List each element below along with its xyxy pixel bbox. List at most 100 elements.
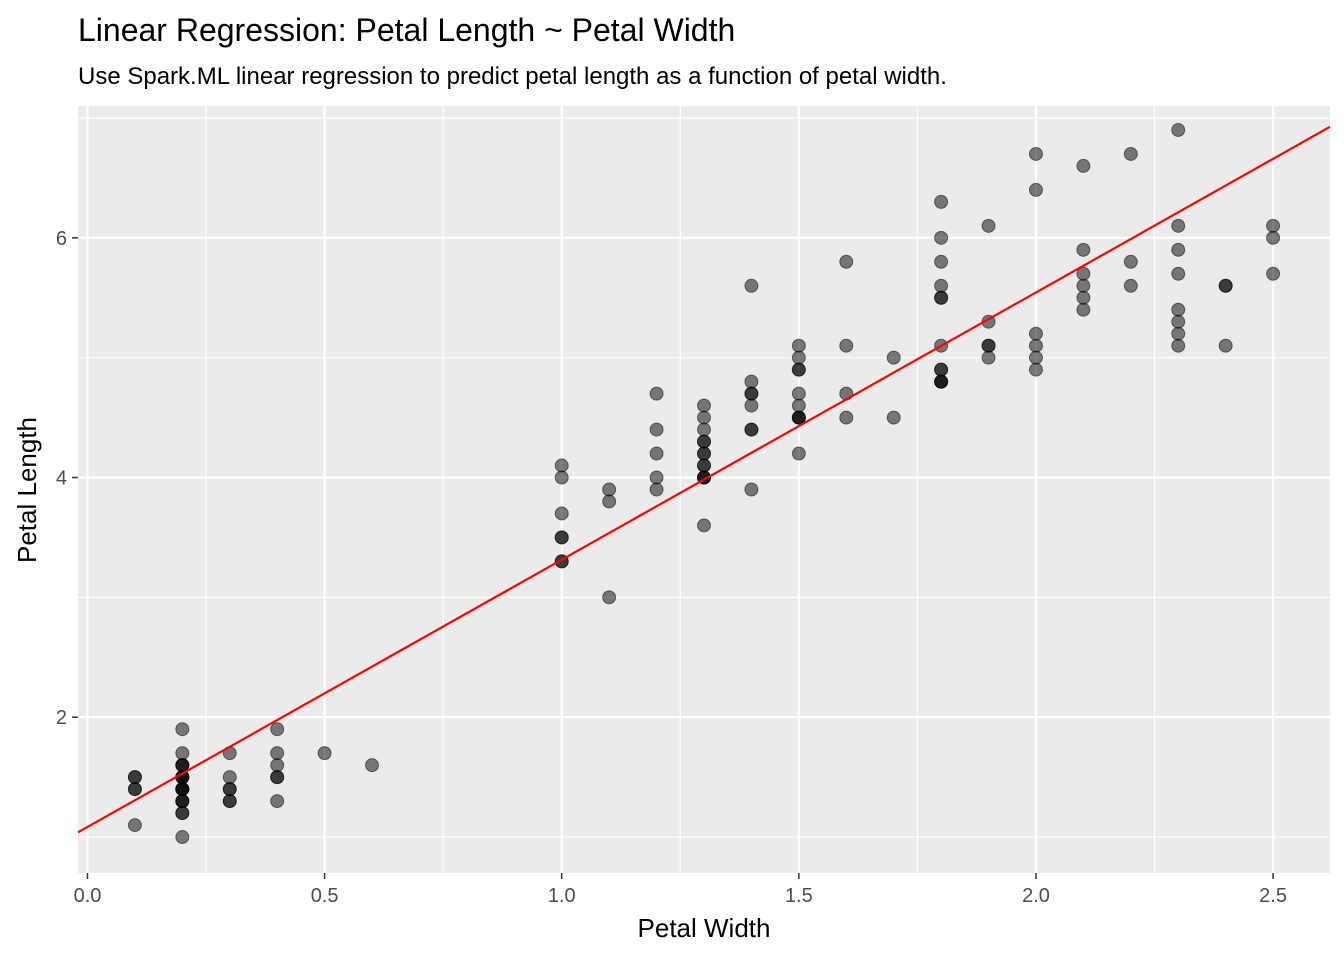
data-point	[934, 254, 949, 269]
data-point	[1123, 146, 1138, 161]
data-point	[365, 758, 380, 773]
data-point	[791, 338, 806, 353]
plot-panel	[78, 106, 1330, 873]
data-point	[934, 362, 949, 377]
data-point	[1076, 302, 1091, 317]
data-point	[554, 458, 569, 473]
data-point	[175, 746, 190, 761]
data-point	[839, 338, 854, 353]
data-point	[317, 746, 332, 761]
data-point	[934, 278, 949, 293]
data-point	[649, 482, 664, 497]
y-tick-label: 2	[56, 707, 67, 729]
data-point	[1171, 314, 1186, 329]
chart-subtitle: Use Spark.ML linear regression to predic…	[78, 63, 947, 90]
y-axis-title: Petal Length	[12, 417, 42, 563]
data-point	[602, 494, 617, 509]
data-point	[1171, 326, 1186, 341]
data-point	[697, 446, 711, 461]
data-point	[981, 338, 996, 353]
data-point	[649, 386, 664, 401]
data-point	[270, 722, 285, 737]
x-tick-label: 0.0	[74, 885, 102, 907]
data-points	[127, 122, 1281, 845]
data-point	[791, 398, 806, 413]
data-point	[270, 758, 285, 773]
data-point	[791, 386, 806, 401]
data-point	[744, 374, 759, 389]
data-point	[934, 194, 949, 209]
data-point	[175, 722, 190, 737]
data-point	[1028, 146, 1043, 161]
chart-title: Linear Regression: Petal Length ~ Petal …	[78, 12, 735, 48]
data-point	[744, 278, 759, 293]
data-point	[127, 782, 142, 797]
x-tick-label: 2.5	[1259, 885, 1287, 907]
data-point	[1171, 122, 1186, 137]
data-point	[697, 434, 711, 449]
data-point	[127, 770, 142, 785]
x-tick-label: 2.0	[1022, 885, 1050, 907]
data-point	[981, 218, 996, 233]
data-point	[981, 350, 996, 365]
data-point	[1123, 278, 1138, 293]
regression-line-group	[77, 125, 1331, 834]
data-point	[744, 422, 759, 437]
data-point	[697, 398, 711, 413]
x-tick-label: 1.5	[785, 885, 813, 907]
data-point	[222, 770, 237, 785]
data-point	[839, 254, 854, 269]
data-point	[791, 410, 806, 425]
data-point	[1028, 350, 1043, 365]
x-tick-label: 1.0	[548, 885, 576, 907]
data-point	[1266, 218, 1281, 233]
y-tick-label: 4	[56, 468, 67, 490]
data-point	[554, 470, 569, 485]
data-point	[1218, 338, 1233, 353]
data-point	[886, 410, 901, 425]
data-point	[744, 386, 759, 401]
data-point	[270, 746, 285, 761]
data-point	[744, 482, 759, 497]
data-point	[697, 422, 711, 437]
data-point	[1266, 230, 1281, 245]
data-point	[602, 482, 617, 497]
data-point	[1171, 218, 1186, 233]
data-point	[175, 830, 190, 845]
data-point	[1218, 278, 1233, 293]
data-point	[1028, 362, 1043, 377]
data-point	[649, 422, 664, 437]
data-point	[1028, 338, 1043, 353]
data-point	[1266, 266, 1281, 281]
data-point	[697, 458, 711, 473]
data-point	[222, 782, 237, 797]
data-point	[934, 290, 949, 305]
data-point	[744, 398, 759, 413]
data-point	[791, 446, 806, 461]
x-tick-label: 0.5	[311, 885, 339, 907]
data-point	[649, 470, 664, 485]
data-point	[1171, 266, 1186, 281]
data-point	[791, 350, 806, 365]
data-point	[791, 362, 806, 377]
x-axis-title: Petal Width	[638, 913, 771, 943]
data-point	[697, 518, 711, 533]
data-point	[697, 410, 711, 425]
data-point	[1028, 326, 1043, 341]
data-point	[1076, 242, 1091, 257]
data-point	[270, 770, 285, 785]
data-point	[1076, 266, 1091, 281]
data-point	[1076, 278, 1091, 293]
data-point	[270, 794, 285, 809]
data-point	[175, 782, 190, 797]
data-point	[649, 446, 664, 461]
data-point	[1123, 254, 1138, 269]
data-point	[1076, 158, 1091, 173]
data-point	[1171, 338, 1186, 353]
data-point	[222, 794, 237, 809]
data-point	[127, 818, 142, 833]
data-point	[934, 230, 949, 245]
data-point	[554, 530, 569, 545]
data-point	[1171, 242, 1186, 257]
